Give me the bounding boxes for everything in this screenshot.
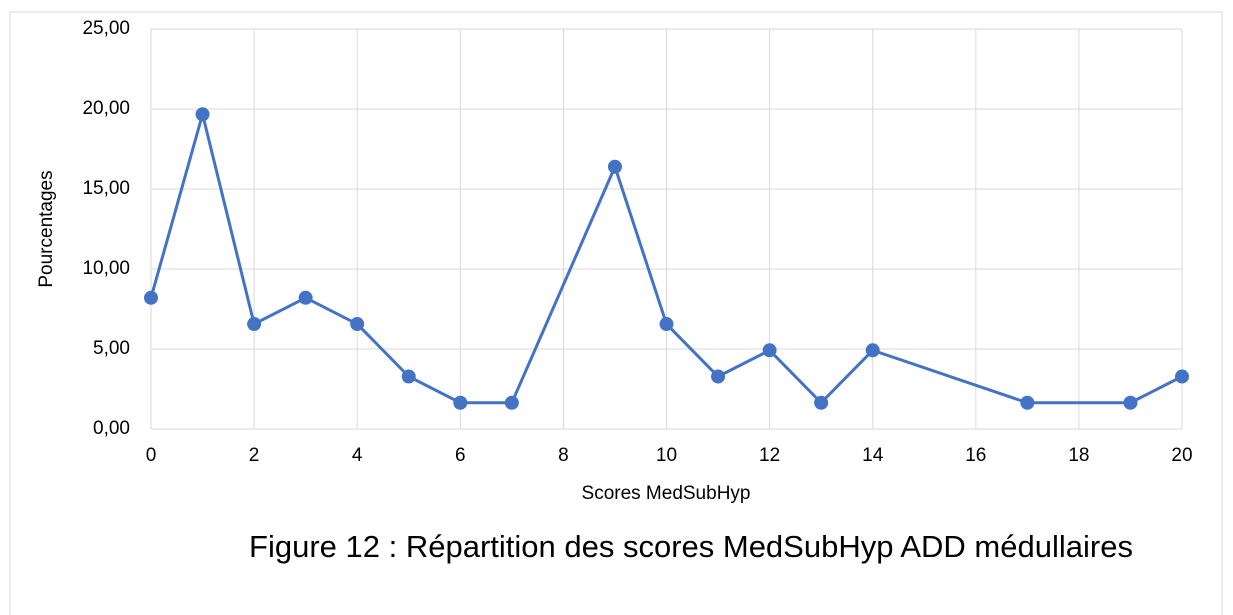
x-tick-label: 8 (558, 445, 569, 466)
y-tick-label: 20,00 (82, 98, 130, 119)
y-axis-title: Pourcentages (36, 170, 57, 287)
marker (350, 317, 365, 332)
x-tick-label: 18 (1068, 445, 1089, 466)
y-tick-label: 10,00 (82, 258, 130, 279)
marker (1175, 369, 1189, 384)
marker (1123, 395, 1138, 410)
marker (865, 343, 880, 358)
x-tick-label: 12 (759, 445, 780, 466)
y-tick-label: 15,00 (82, 178, 130, 199)
marker (504, 395, 519, 410)
marker (711, 369, 726, 384)
marker (814, 395, 829, 410)
y-tick-label: 25,00 (82, 18, 130, 39)
marker (401, 369, 416, 384)
x-tick-label: 16 (965, 445, 986, 466)
x-tick-label: 2 (249, 445, 260, 466)
x-axis-title: Scores MedSubHyp (582, 483, 751, 504)
marker (247, 317, 262, 332)
marker (195, 107, 210, 122)
marker (144, 290, 158, 305)
marker (453, 395, 468, 410)
chart-border (9, 11, 1223, 615)
caption: Figure 12 : Répartition des scores MedSu… (249, 529, 1133, 564)
x-tick-label: 20 (1171, 445, 1192, 466)
marker (298, 290, 313, 305)
marker (607, 159, 622, 174)
x-tick-label: 14 (862, 445, 884, 466)
x-tick-label: 0 (146, 445, 157, 466)
y-tick-label: 5,00 (93, 338, 130, 359)
y-tick-label: 0,00 (93, 418, 130, 439)
marker (1020, 395, 1035, 410)
marker (762, 343, 777, 358)
x-tick-label: 10 (656, 445, 677, 466)
marker (659, 317, 674, 332)
x-tick-label: 6 (455, 445, 466, 466)
x-tick-label: 4 (352, 445, 363, 466)
